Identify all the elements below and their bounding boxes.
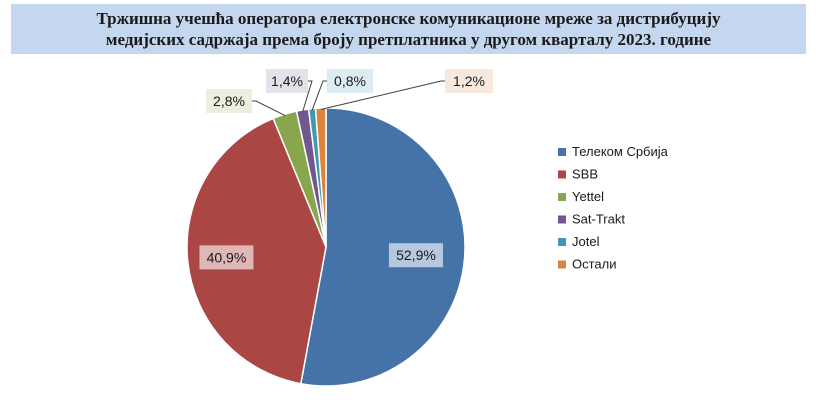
data-label-box-остали bbox=[445, 69, 493, 93]
data-label-box-jotel bbox=[327, 69, 373, 93]
leader-line-yettel bbox=[252, 100, 286, 117]
legend-swatch-yettel bbox=[558, 193, 566, 201]
chart-title-line-1: Тржишна учешћа оператора електронске ком… bbox=[96, 9, 721, 28]
data-label-bg-телеком-србија bbox=[388, 243, 443, 268]
chart-title: Тржишна учешћа оператора електронске ком… bbox=[11, 4, 806, 54]
legend-swatch-телеком-србија bbox=[558, 148, 566, 156]
legend-label-sat-trakt: Sat-Trakt bbox=[572, 212, 625, 227]
data-label-sat-trakt: 1,4% bbox=[271, 73, 303, 89]
legend-label-телеком-србија: Телеком Србија bbox=[572, 144, 669, 159]
data-label-телеком-србија: 52,9% bbox=[396, 247, 436, 263]
leader-line-sat-trakt bbox=[302, 80, 313, 112]
pie-slices bbox=[186, 107, 466, 387]
legend: Телеком Србија SBB Yettel Sat-Trakt Jotel Ост… bbox=[558, 144, 669, 272]
data-label-остали: 1,2% bbox=[453, 73, 485, 89]
legend-label-остали: Остали bbox=[572, 257, 617, 272]
legend-label-yettel: Yettel bbox=[572, 189, 604, 204]
leader-line-jotel bbox=[311, 80, 327, 111]
leader-line-остали bbox=[320, 80, 445, 110]
data-label-box-телеком-србија bbox=[388, 243, 443, 268]
legend-swatch-sbb bbox=[558, 170, 566, 179]
legend-label-jotel: Jotel bbox=[572, 234, 600, 249]
data-labels: 52,9% 40,9% 2,8% 1,4% 0,8% 1,2% bbox=[199, 69, 493, 270]
legend-label-sbb: SBB bbox=[572, 167, 598, 182]
data-label-jotel: 0,8% bbox=[334, 73, 366, 89]
data-label-box-sbb bbox=[199, 245, 254, 270]
data-label-yettel: 2,8% bbox=[213, 93, 245, 109]
pie-slice-телеком-србија bbox=[299, 107, 466, 387]
legend-swatch-sat-trakt bbox=[558, 215, 566, 224]
data-label-sbb: 40,9% bbox=[207, 249, 247, 265]
chart-title-line-2: медијских садржаја према броју претплатн… bbox=[105, 30, 712, 49]
legend-swatch-остали bbox=[558, 260, 566, 269]
legend-swatch-jotel bbox=[558, 238, 566, 246]
data-label-bg-sbb bbox=[199, 245, 254, 270]
data-label-box-yettel bbox=[206, 89, 252, 113]
leader-lines bbox=[252, 80, 445, 117]
pie-slice-sbb bbox=[186, 117, 327, 385]
data-label-box-sat-trakt bbox=[266, 69, 308, 93]
